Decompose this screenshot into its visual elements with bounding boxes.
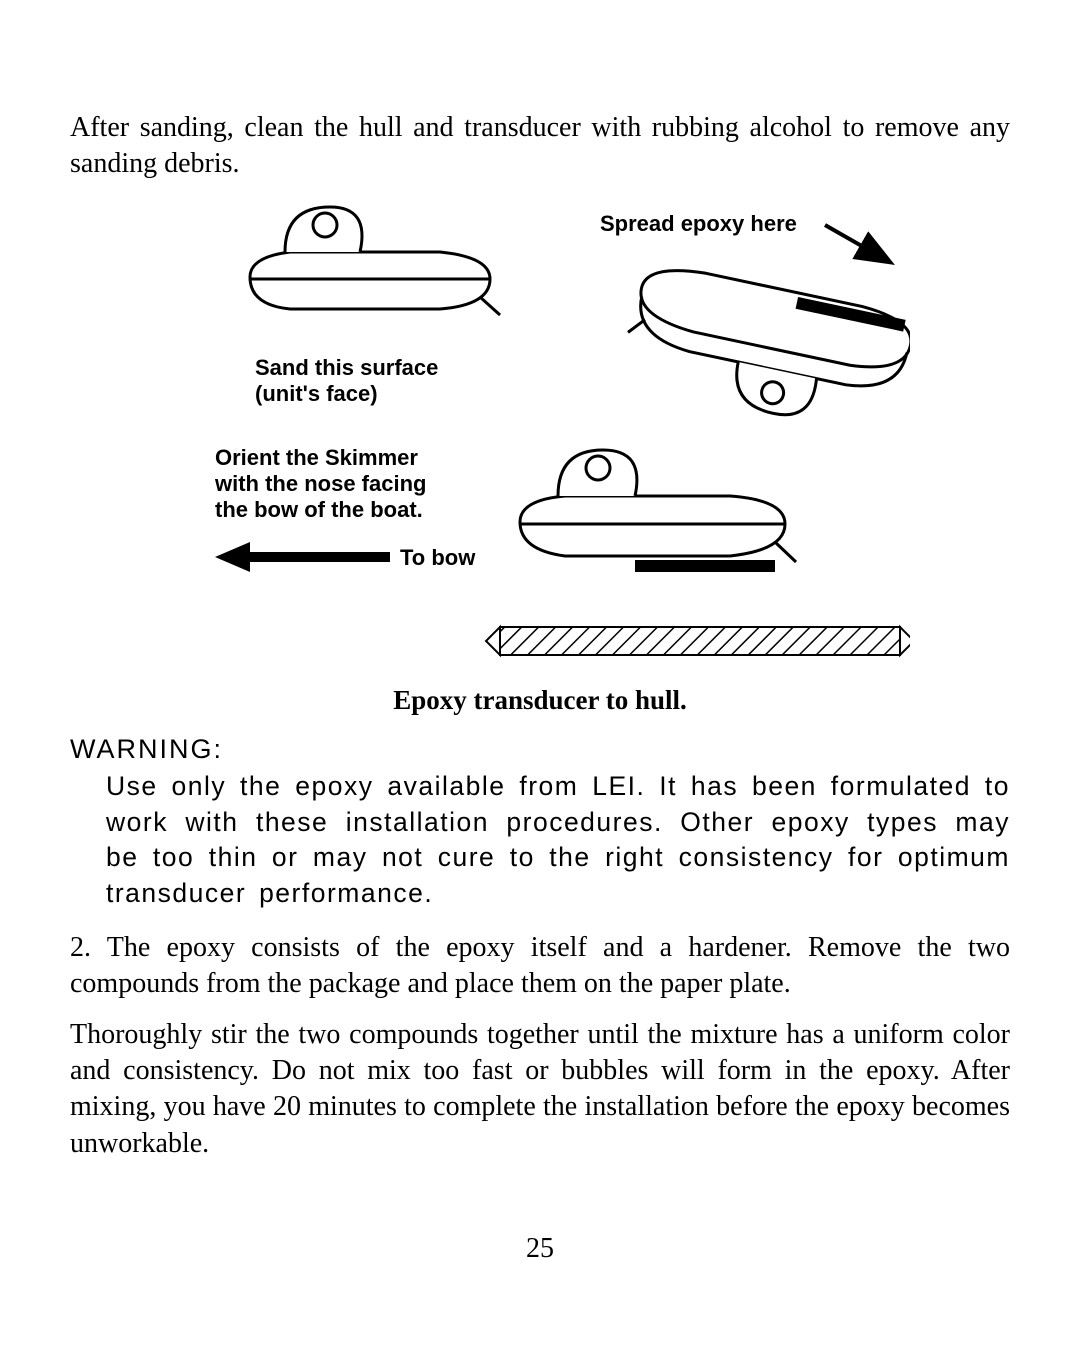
mix-paragraph: Thoroughly stir the two compounds togeth… <box>70 1017 1010 1163</box>
label-sand-surface-line2: (unit's face) <box>255 381 378 406</box>
label-orient-line1: Orient the Skimmer <box>215 445 418 470</box>
intro-paragraph: After sanding, clean the hull and transd… <box>70 110 1010 183</box>
transducer-diagram: Sand this surface (unit's face) Spread e… <box>170 197 910 677</box>
warning-heading: WARNING: <box>70 734 1010 765</box>
label-sand-surface-line1: Sand this surface <box>255 355 438 380</box>
label-spread-epoxy: Spread epoxy here <box>600 211 797 236</box>
hull-surface <box>486 627 910 655</box>
label-orient-line3: the bow of the boat. <box>215 497 423 522</box>
step-2-paragraph: 2. The epoxy consists of the epoxy itsel… <box>70 930 1010 1003</box>
document-page: After sanding, clean the hull and transd… <box>0 0 1080 1355</box>
label-to-bow: To bow <box>400 545 476 570</box>
warning-body: Use only the epoxy available from LEI. I… <box>106 769 1010 912</box>
page-number: 25 <box>0 1233 1080 1265</box>
to-bow-arrow: To bow <box>215 542 476 572</box>
label-orient-line2: with the nose facing <box>214 471 426 496</box>
figure-caption: Epoxy transducer to hull. <box>70 685 1010 716</box>
